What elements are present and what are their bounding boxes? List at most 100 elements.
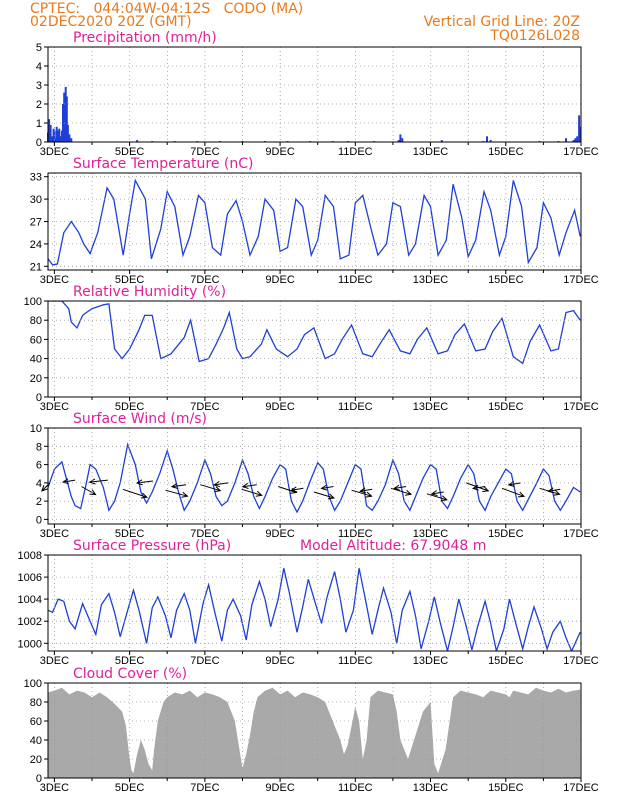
cloud-cover-ytick-label: 40 <box>30 735 42 747</box>
wind-vector <box>501 487 525 497</box>
wind-vector-head <box>170 482 178 489</box>
precipitation-bar <box>53 130 56 142</box>
wind-vector <box>426 493 447 501</box>
temperature-xtick-label: 13DEC <box>413 274 449 286</box>
wind-vector <box>291 487 304 491</box>
precipitation-ytick-label: 4 <box>36 61 42 73</box>
wind-vector <box>63 479 76 483</box>
cloud-cover-xtick-label: 13DEC <box>413 782 449 794</box>
temperature-ytick-label: 33 <box>30 172 42 184</box>
precipitation-bar <box>401 138 404 142</box>
pressure-xtick-label: 17DEC <box>563 655 599 667</box>
precipitation-xtick-label: 17DEC <box>563 146 599 158</box>
wind-vector <box>242 484 257 488</box>
wind-vector-head <box>392 484 400 491</box>
station-header: CPTEC: 044:04W-04:12S CODO (MA) <box>30 1 303 17</box>
wind-xtick-label: 3DEC <box>40 528 69 540</box>
cloud-cover-area <box>48 687 581 778</box>
pressure-ytick-label: 1004 <box>18 594 42 606</box>
wind-vector <box>351 489 372 497</box>
run-time-header: 02DEC2020 20Z (GMT) <box>30 14 192 30</box>
temperature-ytick-label: 24 <box>30 239 42 251</box>
precipitation-bar <box>60 130 63 142</box>
pressure-ytick-label: 1002 <box>18 616 42 628</box>
precipitation-bar <box>397 140 400 142</box>
cloud-cover-xtick-label: 9DEC <box>265 782 294 794</box>
wind-vector <box>278 486 297 493</box>
precipitation-bar <box>65 96 68 142</box>
temperature-ytick-label: 21 <box>30 261 42 273</box>
precipitation-bar <box>57 130 60 142</box>
pressure-ytick-label: 1008 <box>18 550 42 562</box>
precipitation-bar <box>64 86 67 142</box>
precipitation-xtick-label: 13DEC <box>413 146 449 158</box>
wind-vector <box>89 479 108 483</box>
pressure-xtick-label: 13DEC <box>413 655 449 667</box>
precipitation-xtick-label: 15DEC <box>488 146 524 158</box>
humidity-ytick-label: 20 <box>30 373 42 385</box>
precipitation-ytick-label: 1 <box>36 118 42 130</box>
wind-frame <box>47 427 582 525</box>
precipitation-ytick-label: 0 <box>36 137 42 149</box>
humidity-xtick-label: 17DEC <box>563 401 599 413</box>
wind-vector-head <box>359 487 367 494</box>
precipitation-ytick-label: 5 <box>36 42 42 54</box>
wind-vector <box>548 488 561 492</box>
pressure-xtick-label: 7DEC <box>190 655 219 667</box>
wind-vector-head <box>255 490 263 497</box>
precipitation-bar <box>58 128 61 142</box>
wind-vector <box>41 482 51 492</box>
pressure-annotation: Model Altitude: 67.9048 m <box>300 538 486 554</box>
wind-vector <box>165 489 188 497</box>
wind-vector <box>214 482 229 486</box>
wind-xtick-label: 5DEC <box>115 528 144 540</box>
wind-vector <box>360 488 373 492</box>
grid-line-header: Vertical Grid Line: 20Z <box>424 14 580 30</box>
wind-vector-head <box>517 491 526 498</box>
wind-vector-head <box>61 478 69 485</box>
pressure-ytick-label: 1006 <box>18 572 42 584</box>
precipitation-bar <box>576 136 579 142</box>
pressure-ytick-label: 1000 <box>18 638 42 650</box>
wind-vector-head <box>482 486 490 492</box>
cloud-cover-ytick-label: 80 <box>30 697 42 709</box>
wind-vector-head <box>140 492 148 499</box>
wind-vector <box>122 488 148 498</box>
precipitation-bar <box>49 124 52 142</box>
wind-xtick-label: 7DEC <box>190 528 219 540</box>
precipitation-bar <box>136 140 139 142</box>
humidity-xtick-label: 15DEC <box>488 401 524 413</box>
wind-vector <box>321 486 334 489</box>
wind-xtick-label: 17DEC <box>563 528 599 540</box>
wind-ytick-label: 2 <box>36 496 42 508</box>
temperature-panel: 21 24 27 30 33 3DEC 5DEC 7DEC 9DEC 11DEC 13DEC 15DE… <box>30 156 599 286</box>
precipitation-bar <box>574 138 577 142</box>
wind-vector-head <box>214 486 222 493</box>
humidity-plot-area <box>48 301 581 397</box>
precipitation-xtick-label: 3DEC <box>40 146 69 158</box>
wind-vector-head <box>553 489 561 496</box>
humidity-ytick-label: 60 <box>30 334 42 346</box>
pressure-xtick-label: 3DEC <box>40 655 69 667</box>
wind-ytick-label: 10 <box>30 423 42 435</box>
wind-vector-head <box>327 493 335 500</box>
wind-vector <box>136 480 153 484</box>
cloud-cover-xtick-label: 5DEC <box>115 782 144 794</box>
precipitation-bar <box>48 119 51 142</box>
precipitation-bar <box>578 115 581 142</box>
cloud-cover-xtick-label: 11DEC <box>338 782 373 794</box>
temperature-ytick-label: 27 <box>30 217 42 229</box>
pressure-xtick-label: 15DEC <box>488 655 524 667</box>
humidity-xtick-label: 3DEC <box>40 401 69 413</box>
wind-vector <box>390 487 412 495</box>
cloud-cover-ytick-label: 0 <box>36 773 42 785</box>
cloud-cover-xtick-label: 17DEC <box>563 782 599 794</box>
temperature-xtick-label: 7DEC <box>190 274 219 286</box>
wind-xtick-label: 9DEC <box>265 528 294 540</box>
precipitation-xtick-label: 9DEC <box>265 146 294 158</box>
pressure-xtick-label: 11DEC <box>338 655 373 667</box>
temperature-title: Surface Temperature (nC) <box>73 156 254 172</box>
humidity-xtick-label: 7DEC <box>190 401 219 413</box>
humidity-line <box>48 301 581 365</box>
